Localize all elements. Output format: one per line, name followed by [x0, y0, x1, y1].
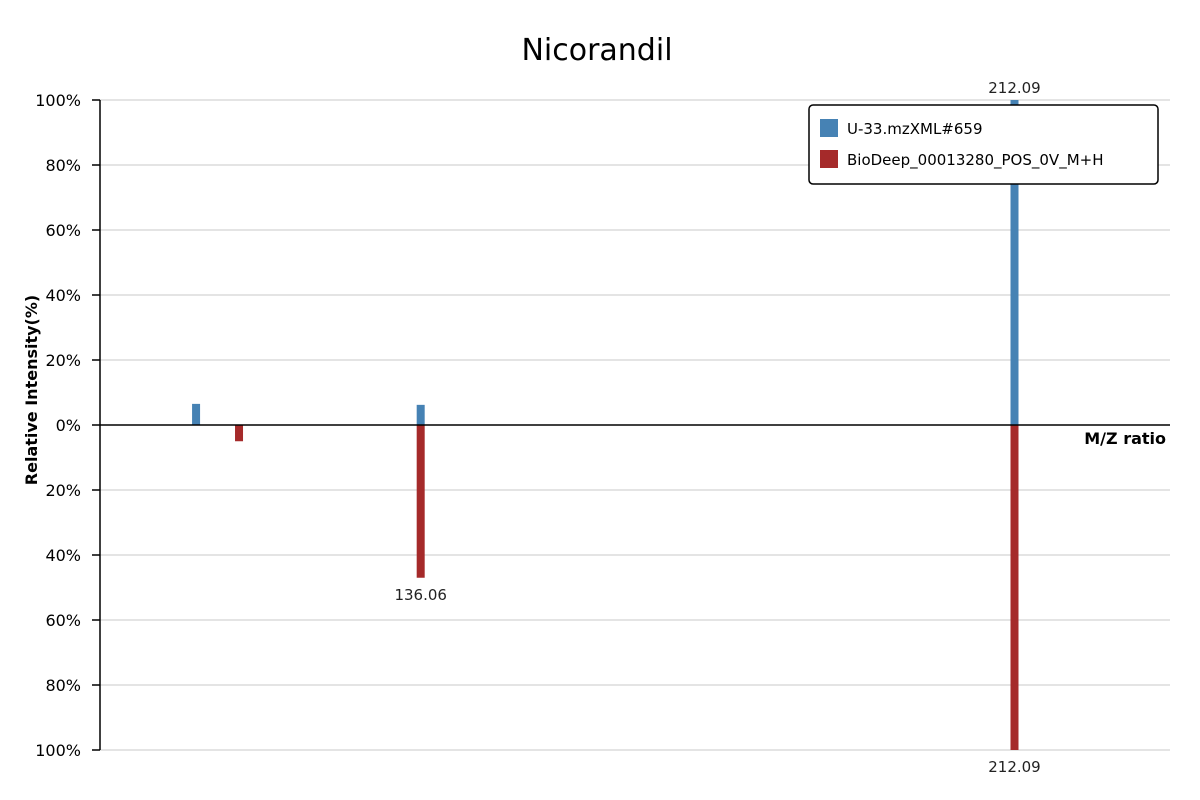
y-tick-label: 80% — [45, 156, 81, 175]
y-tick-label: 0% — [56, 416, 81, 435]
x-axis-label: M/Z ratio — [1084, 429, 1166, 448]
peak-bar — [1010, 100, 1019, 425]
y-axis-label: Relative Intensity(%) — [22, 295, 41, 485]
peak-label: 212.09 — [988, 79, 1041, 97]
peak-bar — [1010, 425, 1019, 750]
y-tick-label: 100% — [35, 741, 81, 760]
y-tick-label: 100% — [35, 91, 81, 110]
legend-label-reference: BioDeep_00013280_POS_0V_M+H — [847, 151, 1103, 170]
legend-swatch-query — [820, 119, 838, 137]
chart-title: Nicorandil — [521, 33, 672, 68]
grid-lines — [100, 99, 1170, 751]
legend-box — [808, 104, 1159, 185]
legend-label-query: U-33.mzXML#659 — [847, 120, 983, 138]
peak-label: 212.09 — [988, 758, 1041, 776]
peak-bars — [192, 100, 1019, 750]
y-tick-label: 60% — [45, 611, 81, 630]
peak-bar — [235, 425, 244, 442]
y-tick-label: 60% — [45, 221, 81, 240]
axes — [99, 100, 1170, 750]
y-tick-label: 20% — [45, 481, 81, 500]
y-ticks: 100% 80% 60% 40% 20% 0% 20% 40% 60% 80% 100% — [35, 91, 100, 760]
y-tick-label: 40% — [45, 546, 81, 565]
peak-label: 136.06 — [394, 586, 447, 604]
peak-bar — [416, 425, 425, 578]
peak-bar — [192, 403, 201, 425]
peak-bar — [416, 404, 425, 425]
y-tick-label: 80% — [45, 676, 81, 695]
legend: U-33.mzXML#659 BioDeep_00013280_POS_0V_M… — [808, 104, 1159, 185]
y-tick-label: 40% — [45, 286, 81, 305]
peak-labels: 212.09 136.06 212.09 — [394, 79, 1040, 776]
y-tick-label: 20% — [45, 351, 81, 370]
legend-swatch-reference — [820, 150, 838, 168]
